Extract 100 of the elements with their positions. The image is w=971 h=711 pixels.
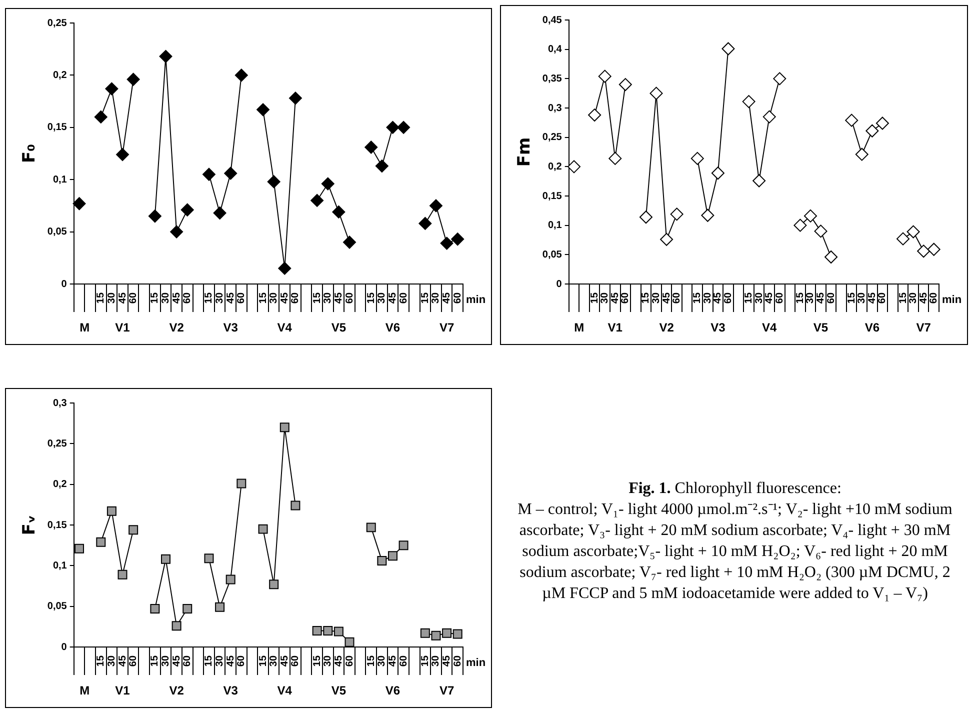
point [204,554,214,564]
point [334,626,344,636]
point [323,626,333,636]
x-tick-label: 30 [268,292,280,304]
point [917,244,930,258]
point [824,250,838,264]
point [451,232,464,246]
point [116,148,130,162]
point [234,68,248,82]
point [332,205,346,218]
point [701,208,714,222]
y-tick-label: 0,15 [47,520,68,531]
point [278,262,292,275]
x-tick-label: 45 [225,655,236,667]
y-tick-label: 0 [556,278,562,290]
y-axis-title: F₀ [20,144,40,164]
y-tick-label: 0,2 [52,70,68,81]
x-tick-label: 60 [236,655,248,667]
x-tick-label: 30 [160,292,172,304]
point [804,209,817,222]
x-tick-label: 15 [846,292,858,304]
x-axis-title: min [466,657,486,670]
x-tick-label: 30 [322,292,334,304]
text: V5 [813,320,828,334]
x-tick-label: 60 [826,292,837,304]
point [397,120,410,134]
y-tick-label: 0,25 [47,18,68,29]
point [105,82,118,96]
x-tick-label: 60 [452,655,464,667]
point [618,78,632,92]
point [267,175,280,188]
point [310,194,324,207]
point [452,629,462,639]
point [106,506,116,516]
text: V3 [710,320,726,334]
y-tick-label: 0 [61,278,68,290]
point [794,218,807,232]
x-tick-label: 60 [672,292,683,304]
point [364,140,378,154]
point [762,110,776,124]
x-tick-label: 60 [877,292,888,304]
text: M – control; V₁- light 4000 µmol.m⁻².s⁻¹; V₂- light +10 mM sodium ascorbate; V₃- light + 20 mM sodium ascorbate; V₄- light + 30 mM sodium ascorbate;V₅- light + 10 mM H₂O₂; V₆- red light + 20 mM sodium ascorbate; V₇- red light + 10 mM H₂O₂ (300 µM DCMU, 2 µM FCCP and 5 mM iodoacetamide were added to V₁ – V₇) [516,500,954,604]
point [742,95,756,108]
x-tick-label: 30 [214,655,226,667]
point [74,544,84,554]
x-tick-label: 45 [866,292,878,304]
point [855,148,868,161]
y-tick-label: 0,4 [548,44,562,56]
point [215,602,225,612]
x-tick-label: 60 [928,292,940,304]
point [845,114,858,127]
point [876,116,889,130]
x-tick-label: 30 [430,292,442,304]
point [866,124,879,138]
x-tick-label: 45 [712,292,724,304]
text: V6 [385,320,400,334]
x-tick-label: 60 [290,655,302,667]
x-axis-title: min [942,294,962,306]
x-tick-label: 30 [754,292,765,304]
x-tick-label: 30 [430,655,442,667]
point [72,197,86,210]
point [722,42,735,56]
point [236,478,246,488]
x-tick-label: 15 [312,292,323,304]
text: V7 [439,320,454,334]
text: V3 [223,320,238,334]
x-tick-label: 30 [600,292,611,304]
text: Chlorophyll fluorescence: [674,480,842,497]
point [161,554,170,564]
point [639,210,652,224]
text: V3 [223,683,238,698]
x-tick-label: 45 [610,292,621,304]
point [280,422,290,432]
point [312,626,322,636]
x-tick-label: 60 [344,292,356,304]
text: V6 [864,320,880,334]
y-tick-label: 0 [61,642,68,653]
x-tick-label: 30 [214,292,226,304]
x-tick-label: 45 [918,292,930,304]
y-tick-label: 0,35 [542,73,562,84]
x-tick-label: 15 [258,292,269,304]
text: V6 [385,683,400,698]
y-tick-label: 0,05 [47,226,68,238]
x-tick-label: 15 [258,655,269,667]
y-tick-label: 0,15 [542,190,562,202]
x-tick-label: 45 [442,292,453,304]
x-tick-label: 30 [106,655,118,667]
x-tick-label: 60 [290,292,302,304]
text: M [80,683,90,698]
text: V5 [331,320,346,334]
y-tick-label: 0,25 [47,438,68,450]
x-tick-label: 60 [236,292,248,304]
x-tick-label: 45 [117,292,128,304]
x-tick-label: 15 [420,292,431,304]
point [814,224,828,238]
x-tick-label: 60 [182,655,194,667]
point [344,637,354,647]
x-tick-label: 15 [744,292,755,304]
point [126,72,140,86]
x-tick-label: 15 [204,655,215,667]
